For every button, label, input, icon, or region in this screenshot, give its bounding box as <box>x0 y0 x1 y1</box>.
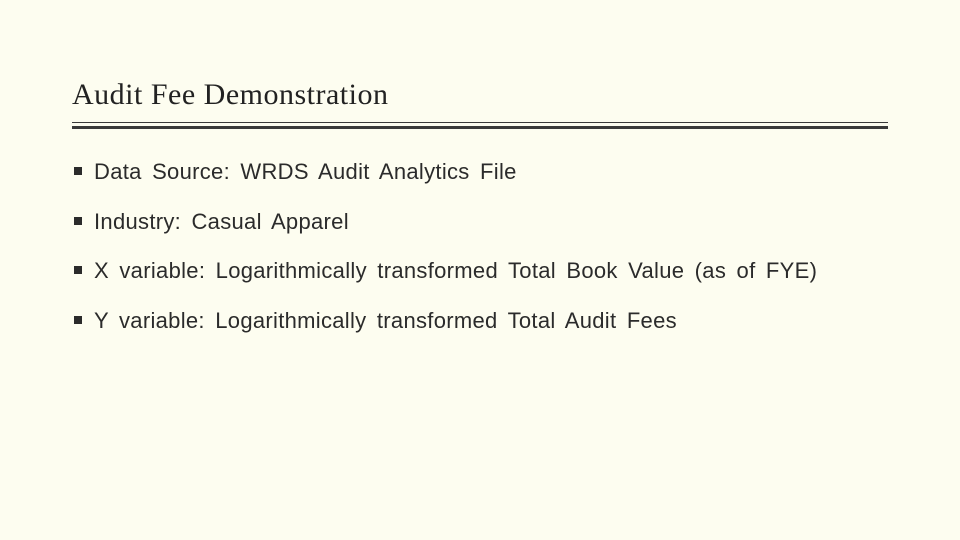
list-item: Data Source: WRDS Audit Analytics File <box>72 157 888 187</box>
bullet-list: Data Source: WRDS Audit Analytics File I… <box>72 157 888 336</box>
slide: Audit Fee Demonstration Data Source: WRD… <box>0 0 960 540</box>
slide-title: Audit Fee Demonstration <box>72 78 888 123</box>
title-underline <box>72 126 888 129</box>
list-item: Industry: Casual Apparel <box>72 207 888 237</box>
list-item: X variable: Logarithmically transformed … <box>72 256 888 286</box>
list-item: Y variable: Logarithmically transformed … <box>72 306 888 336</box>
